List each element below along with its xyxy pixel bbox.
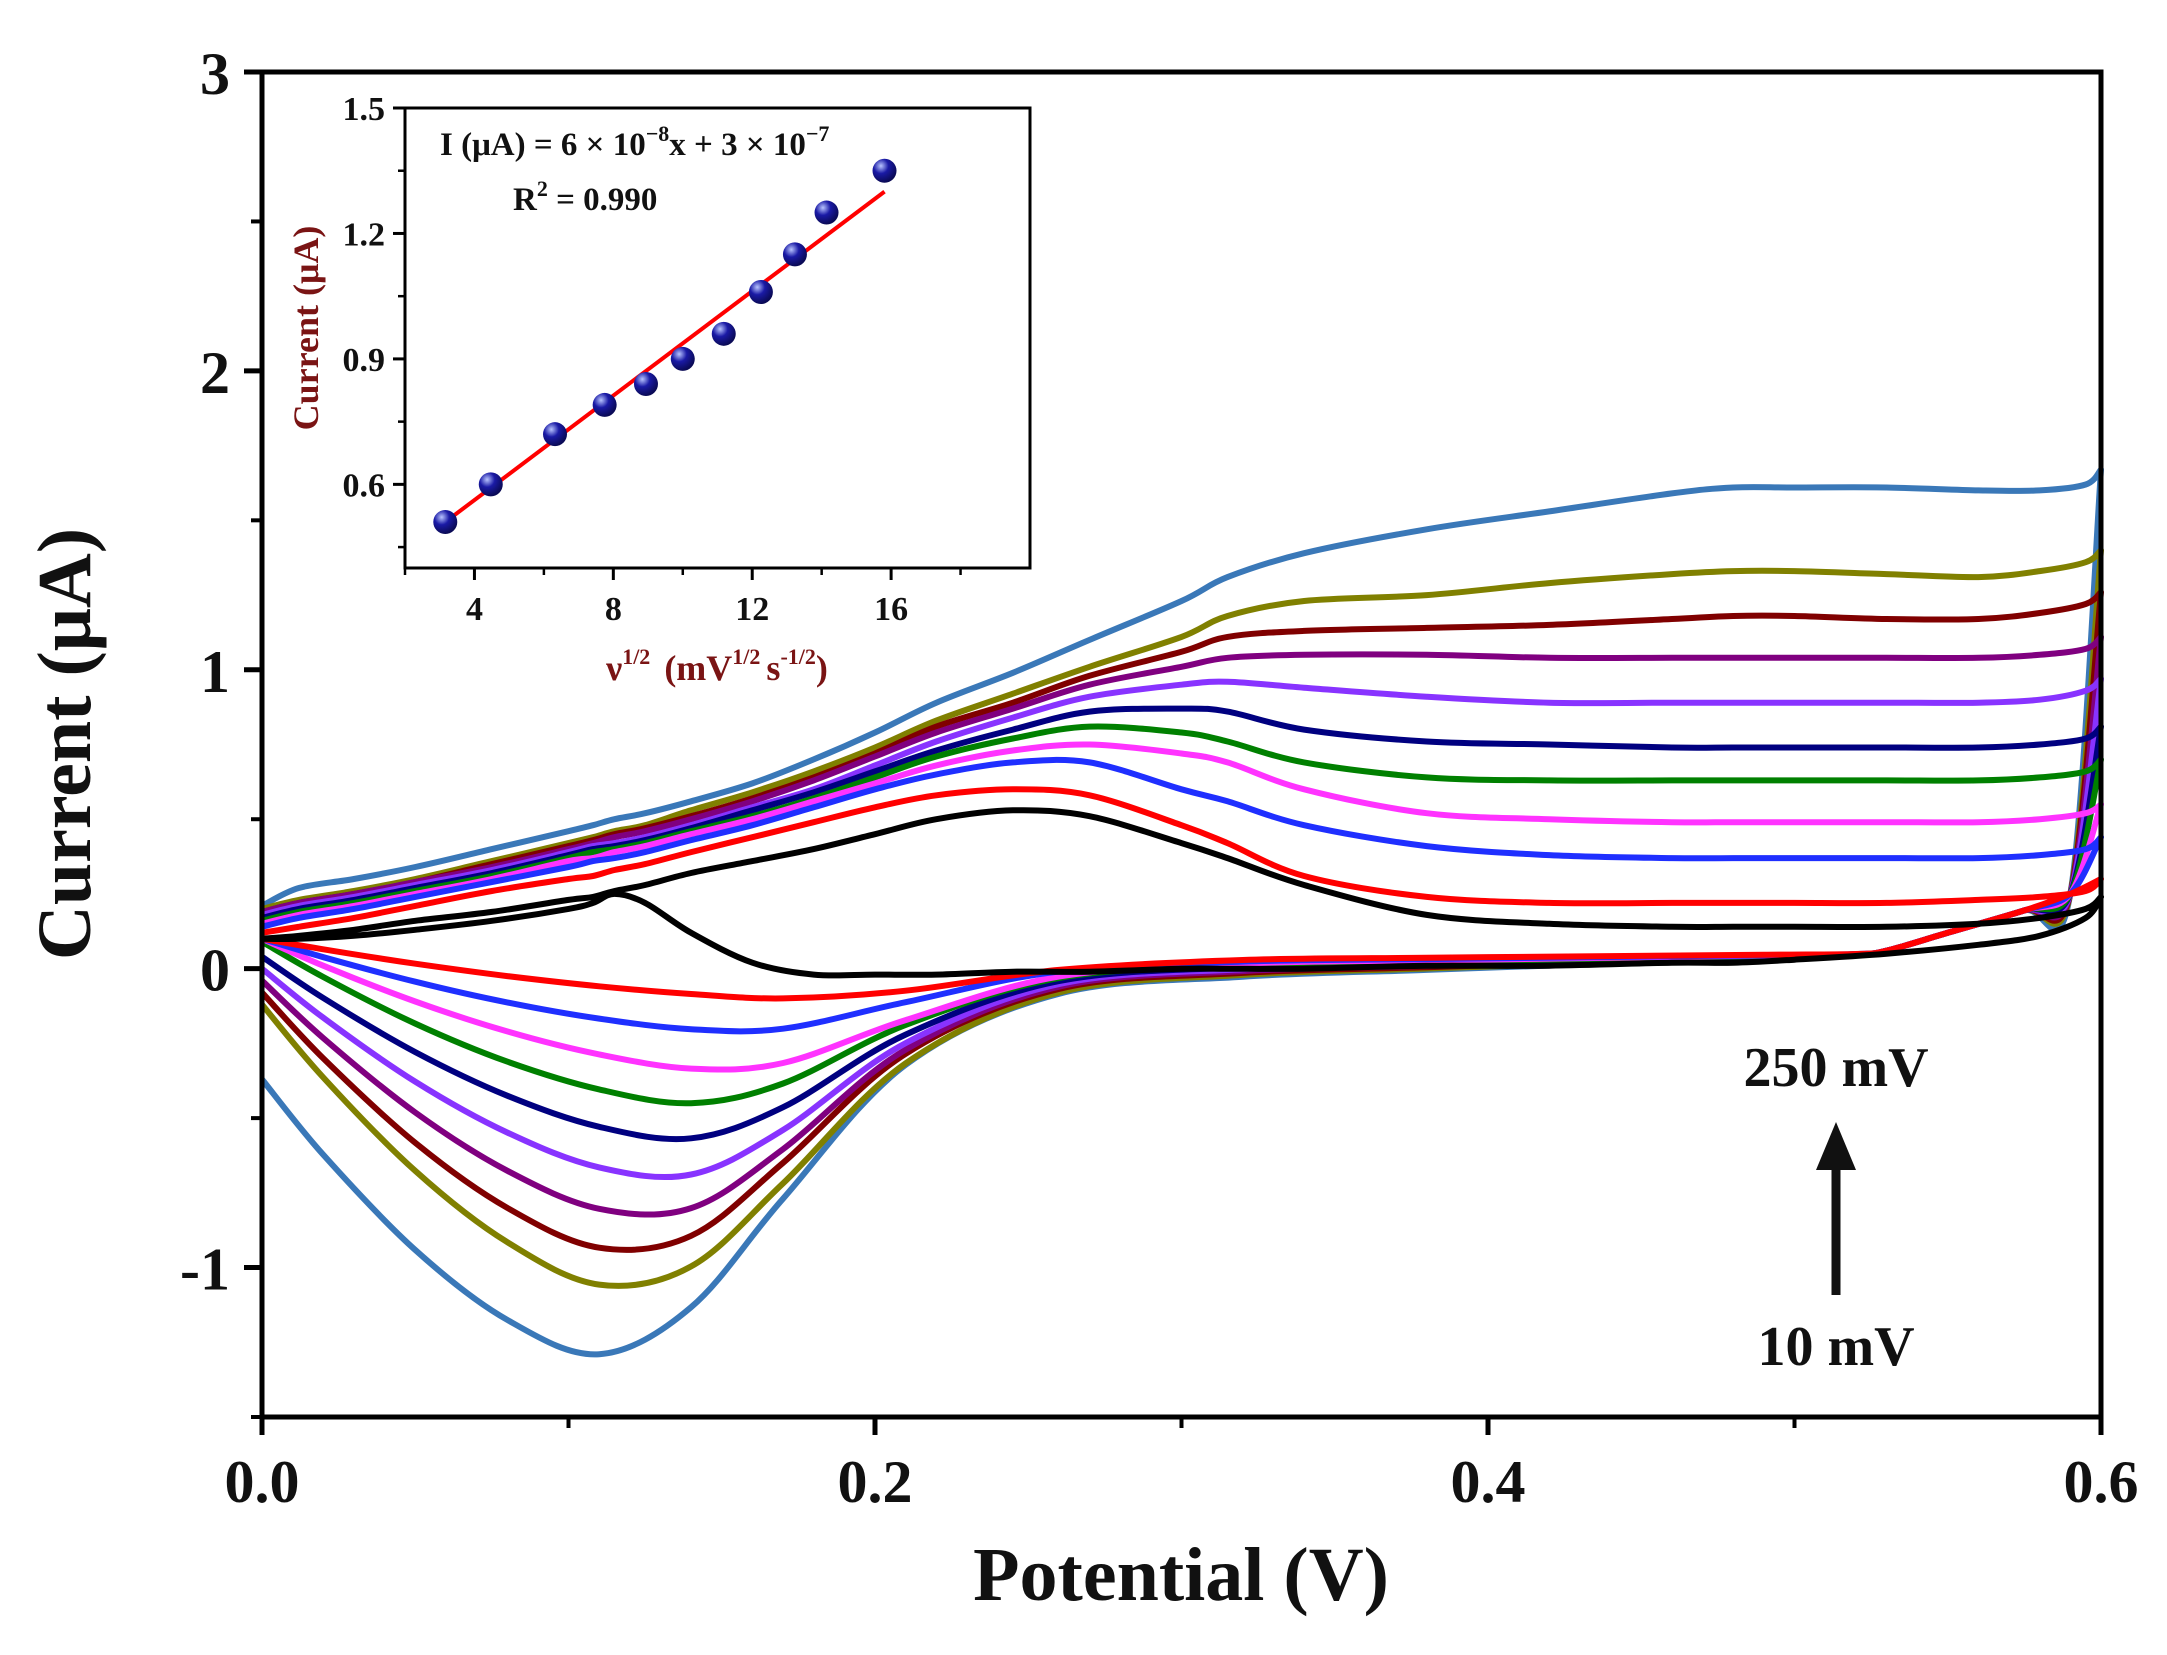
inset-series-group <box>433 158 897 534</box>
cv-curve <box>261 807 2104 979</box>
inset-x-tick-label: 12 <box>735 591 769 628</box>
main-x-tick-label: 0.6 <box>2064 1449 2139 1515</box>
main-y-tick-label: 3 <box>200 41 230 107</box>
inset-y-axis-label: Current (μA) <box>286 226 326 431</box>
inset-y-tick-label: 0.6 <box>343 467 386 504</box>
inset-x-axis-label: ν1/2 (mV1/2 s-1/2) <box>605 644 828 688</box>
cv-curve <box>260 741 2104 1073</box>
inset-xlabel-s: s <box>766 648 780 688</box>
inset-data-point <box>543 422 567 447</box>
main-y-tick-label: 2 <box>200 340 230 406</box>
inset-data-point <box>592 392 617 417</box>
inset-y-tick-label: 1.2 <box>343 216 386 253</box>
main-y-ticks: -1 0 1 2 3 <box>180 41 262 1419</box>
inset-data-point <box>433 510 458 534</box>
inset-data-point <box>814 200 839 225</box>
main-y-tick-label: 0 <box>200 938 230 1004</box>
main-y-tick-label: -1 <box>180 1237 230 1303</box>
inset-xlabel-units: (mV <box>664 648 732 688</box>
inset-xlabel-nu-sup: 1/2 <box>622 644 650 669</box>
inset-equation-exp2: −7 <box>806 121 830 146</box>
inset-equation: I (μA) = 6 × 10−8x + 3 × 10−7 <box>440 121 829 163</box>
inset-xlabel-units-sup: 1/2 <box>732 644 760 669</box>
inset-r-squared: R2 = 0.990 <box>513 176 657 218</box>
inset-r2-sup: 2 <box>537 176 548 201</box>
inset-equation-prefix: I (μA) = 6 × 10 <box>440 127 646 163</box>
inset-fit-line <box>444 190 886 524</box>
inset-x-tick-label: 16 <box>874 591 908 628</box>
inset-equation-exp1: −8 <box>646 121 670 146</box>
inset-x-tick-label: 4 <box>466 591 483 628</box>
main-x-ticks: 0.0 0.2 0.4 0.6 <box>225 1417 2139 1515</box>
main-x-axis-label: Potential (V) <box>973 1533 1389 1617</box>
main-y-axis-label: Current (μA) <box>23 528 107 960</box>
inset-x-tick-label: 8 <box>605 591 622 628</box>
inset-data-point <box>872 158 897 183</box>
inset-x-ticks: 4 8 12 16 <box>403 568 962 628</box>
main-x-tick-label: 0.4 <box>1451 1449 1526 1515</box>
main-x-tick-label: 0.2 <box>838 1449 913 1515</box>
cv-curve <box>261 756 2104 1035</box>
main-y-tick-label: 1 <box>200 639 230 705</box>
inset-equation-mid: x + 3 × 10 <box>669 127 806 163</box>
main-x-tick-label: 0.0 <box>225 1449 300 1515</box>
inset-xlabel-s-sup: -1/2 <box>780 644 815 669</box>
annotation-250mv: 250 mV <box>1743 1037 1928 1099</box>
cv-curve <box>259 547 2104 1289</box>
inset-data-point <box>478 472 503 497</box>
cv-curve <box>261 786 2104 1002</box>
inset-y-ticks: 0.6 0.9 1.2 1.5 <box>343 91 405 549</box>
inset-data-point <box>670 346 695 371</box>
inset-xlabel-close: ) <box>816 648 828 688</box>
inset-r2-value: = 0.990 <box>548 182 658 218</box>
inset-plot-frame <box>403 106 1032 570</box>
main-series-group <box>259 466 2104 1358</box>
inset-r2-prefix: R <box>513 182 538 218</box>
scan-rate-arrow-head <box>1816 1122 1856 1170</box>
inset-xlabel-nu: ν <box>605 648 622 688</box>
inset-data-point <box>633 372 658 396</box>
inset-y-tick-label: 1.5 <box>343 91 386 128</box>
inset-data-point <box>748 280 773 304</box>
annotation-10mv: 10 mV <box>1757 1316 1914 1378</box>
inset-data-point <box>782 242 807 267</box>
inset-data-point <box>711 321 736 346</box>
cv-curve <box>259 633 2104 1218</box>
inset-y-tick-label: 0.9 <box>343 342 386 379</box>
